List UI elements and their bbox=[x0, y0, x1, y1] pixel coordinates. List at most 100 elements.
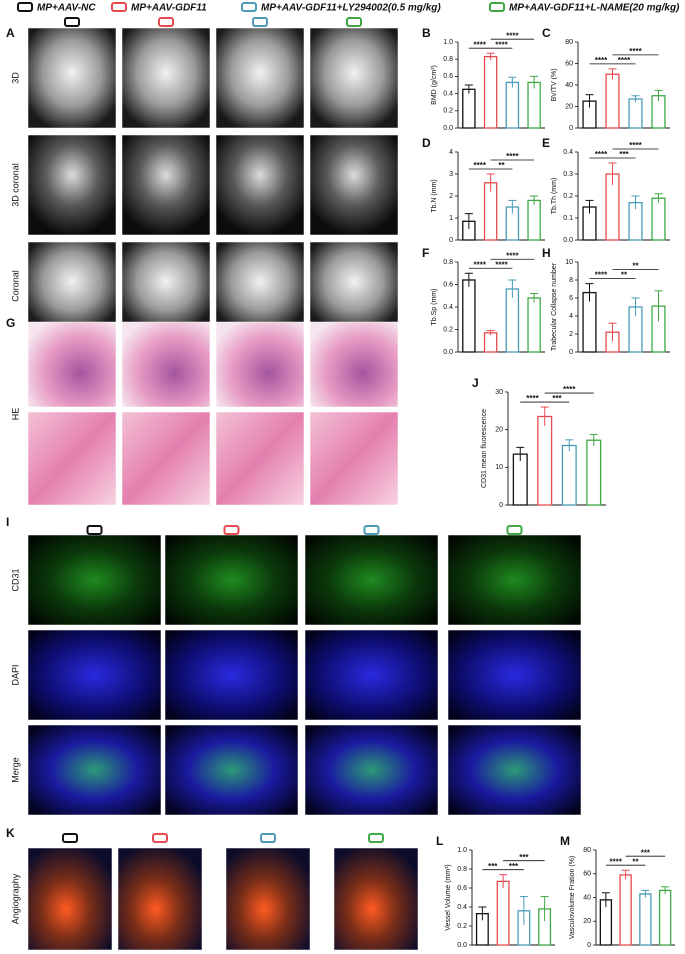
y-tick-label: 80 bbox=[565, 39, 573, 46]
significance-label: *** bbox=[488, 862, 498, 871]
image bbox=[27, 134, 117, 236]
y-tick-label: 0.8 bbox=[443, 56, 453, 63]
image bbox=[27, 27, 117, 129]
y-tick-label: 0.4 bbox=[443, 304, 453, 311]
y-tick-label: 10 bbox=[565, 259, 573, 266]
y-tick-label: 20 bbox=[565, 103, 573, 110]
panel-label: I bbox=[6, 515, 9, 529]
image bbox=[164, 534, 299, 626]
image bbox=[121, 134, 211, 236]
y-tick-label: 4 bbox=[449, 149, 453, 156]
image bbox=[215, 27, 305, 129]
group-icon bbox=[363, 525, 380, 535]
significance-label: ** bbox=[632, 262, 639, 271]
group-icon bbox=[17, 2, 33, 12]
image bbox=[309, 27, 399, 129]
bar bbox=[628, 98, 643, 129]
group-icon bbox=[86, 525, 103, 535]
image bbox=[215, 321, 305, 408]
significance-label: *** bbox=[509, 862, 519, 871]
y-tick-label: 0 bbox=[449, 237, 453, 244]
group-icon bbox=[506, 525, 523, 535]
y-tick-label: 8 bbox=[569, 277, 573, 284]
image bbox=[121, 27, 211, 129]
bar bbox=[527, 297, 541, 353]
bar bbox=[639, 893, 652, 946]
row-label: 3D coronal bbox=[10, 163, 20, 207]
group-icon bbox=[368, 833, 384, 843]
significance-label: **** bbox=[506, 251, 519, 260]
y-tick-label: 0.2 bbox=[443, 326, 453, 333]
y-tick-label: 1.0 bbox=[457, 847, 467, 854]
y-tick-label: 2 bbox=[449, 193, 453, 200]
panel-label: G bbox=[6, 316, 15, 330]
group-icon bbox=[252, 17, 268, 27]
image bbox=[309, 321, 399, 408]
significance-label: *** bbox=[519, 853, 529, 862]
y-axis-label: Tb.Sp (mm) bbox=[431, 289, 438, 326]
panel-label: E bbox=[542, 136, 550, 150]
y-tick-label: 0.2 bbox=[443, 108, 453, 115]
row-label: Angiography bbox=[10, 873, 20, 924]
y-tick-label: 40 bbox=[565, 82, 573, 89]
significance-label: ** bbox=[498, 161, 505, 170]
bar bbox=[561, 444, 577, 506]
y-tick-label: 0.6 bbox=[443, 281, 453, 288]
y-tick-label: 4 bbox=[569, 313, 573, 320]
image bbox=[309, 134, 399, 236]
y-tick-label: 0.0 bbox=[443, 125, 453, 132]
y-tick-label: 0.4 bbox=[457, 904, 467, 911]
y-axis-label: CD31 mean fluorescence bbox=[481, 409, 488, 488]
panel-label: B bbox=[422, 26, 431, 40]
y-tick-label: 6 bbox=[569, 295, 573, 302]
legend-label: MP+AAV-GDF11+L-NAME(20 mg/kg) bbox=[509, 3, 680, 14]
image bbox=[447, 629, 582, 721]
y-tick-label: 0.0 bbox=[457, 942, 467, 949]
bar bbox=[483, 55, 498, 129]
y-tick-label: 2 bbox=[569, 331, 573, 338]
image bbox=[309, 411, 399, 506]
y-tick-label: 0.4 bbox=[443, 90, 453, 97]
y-tick-label: 20 bbox=[495, 427, 503, 434]
significance-label: **** bbox=[610, 857, 623, 866]
panel-label: L bbox=[436, 834, 443, 848]
y-tick-label: 80 bbox=[583, 847, 591, 854]
bar bbox=[462, 88, 476, 129]
significance-label: **** bbox=[595, 271, 608, 280]
significance-label: *** bbox=[641, 848, 651, 857]
group-icon bbox=[346, 17, 362, 27]
image bbox=[121, 241, 211, 331]
legend-label: MP+AAV-GDF11 bbox=[131, 3, 207, 14]
image bbox=[447, 534, 582, 626]
y-tick-label: 1.0 bbox=[443, 39, 453, 46]
bar bbox=[505, 81, 520, 129]
y-tick-label: 0.0 bbox=[563, 237, 573, 244]
y-tick-label: 1 bbox=[449, 215, 453, 222]
image bbox=[304, 724, 439, 816]
image bbox=[225, 847, 311, 951]
image bbox=[309, 241, 399, 331]
y-tick-label: 0.6 bbox=[443, 73, 453, 80]
group-icon bbox=[62, 833, 78, 843]
y-axis-label: Vessel Volume (mm³) bbox=[445, 864, 452, 931]
y-tick-label: 0.2 bbox=[457, 923, 467, 930]
y-axis-label: Trabecular Collapse number bbox=[551, 262, 558, 351]
significance-label: **** bbox=[506, 152, 519, 161]
y-tick-label: 0 bbox=[569, 125, 573, 132]
panel-label: D bbox=[422, 136, 431, 150]
panel-label: H bbox=[542, 246, 551, 260]
y-axis-label: Tb.N (mm) bbox=[431, 179, 438, 212]
bar bbox=[619, 874, 632, 946]
image bbox=[27, 534, 162, 626]
bar bbox=[527, 81, 541, 129]
group-icon bbox=[111, 2, 127, 12]
row-label: 3D bbox=[10, 72, 20, 84]
group-icon bbox=[152, 833, 168, 843]
y-tick-label: 0.1 bbox=[563, 215, 573, 222]
bar bbox=[651, 197, 666, 241]
y-tick-label: 0 bbox=[569, 349, 573, 356]
y-tick-label: 60 bbox=[583, 871, 591, 878]
y-axis-label: Tb.Th (mm) bbox=[551, 178, 558, 215]
bar bbox=[483, 332, 498, 353]
image bbox=[117, 847, 203, 951]
